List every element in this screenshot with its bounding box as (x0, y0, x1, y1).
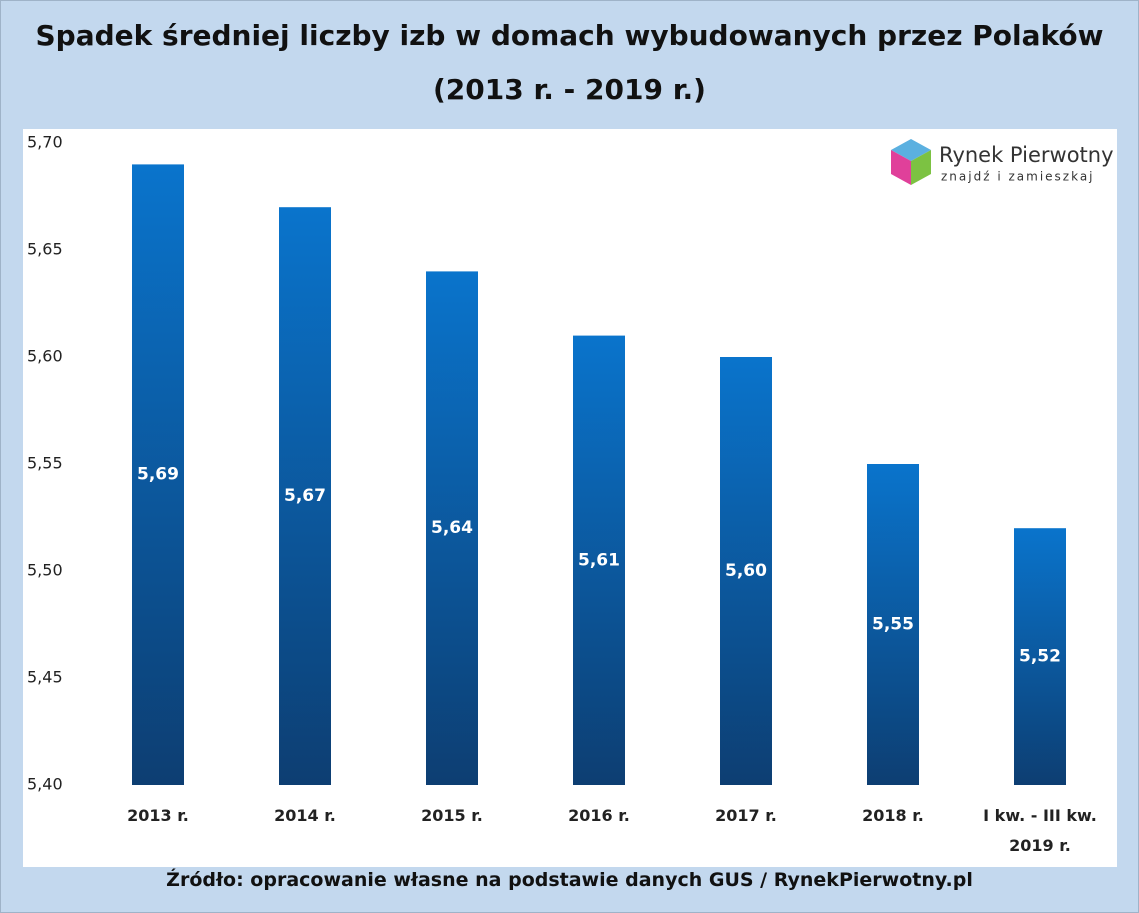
bar (573, 335, 625, 785)
y-tick-label: 5,40 (27, 775, 63, 794)
plot-area (23, 129, 1117, 867)
bar (426, 271, 478, 785)
logo-name: Rynek Pierwotny (939, 143, 1114, 167)
value-label: 5,52 (1019, 647, 1061, 667)
logo-tagline: znajdź i zamieszkaj (941, 170, 1095, 184)
source-note: Źródło: opracowanie własne na podstawie … (166, 869, 973, 891)
logo-icon (891, 139, 931, 185)
value-label: 5,69 (137, 465, 179, 485)
value-label: 5,60 (725, 561, 767, 581)
bar (1014, 528, 1066, 785)
bar (132, 164, 184, 785)
x-tick-label: 2013 r. (127, 806, 189, 825)
x-tick-label: 2014 r. (274, 806, 336, 825)
value-label: 5,64 (431, 518, 473, 538)
y-tick-label: 5,45 (27, 668, 63, 687)
x-tick-label: 2015 r. (421, 806, 483, 825)
chart-title: Spadek średniej liczby izb w domach wybu… (35, 19, 1104, 52)
y-tick-label: 5,50 (27, 561, 63, 580)
chart-subtitle: (2013 r. - 2019 r.) (433, 73, 706, 106)
bar (279, 207, 331, 785)
x-tick-label: 2016 r. (568, 806, 630, 825)
y-tick-label: 5,70 (27, 133, 63, 152)
x-tick-label: I kw. - III kw. 2019 r. (983, 806, 1097, 855)
bar (867, 464, 919, 785)
value-label: 5,55 (872, 615, 914, 635)
value-label: 5,67 (284, 486, 326, 506)
y-tick-label: 5,65 (27, 240, 63, 259)
y-tick-label: 5,60 (27, 347, 63, 366)
x-tick-label: 2018 r. (862, 806, 924, 825)
bar (720, 357, 772, 785)
x-tick-label: 2017 r. (715, 806, 777, 825)
value-label: 5,61 (578, 550, 620, 570)
y-tick-label: 5,55 (27, 454, 63, 473)
